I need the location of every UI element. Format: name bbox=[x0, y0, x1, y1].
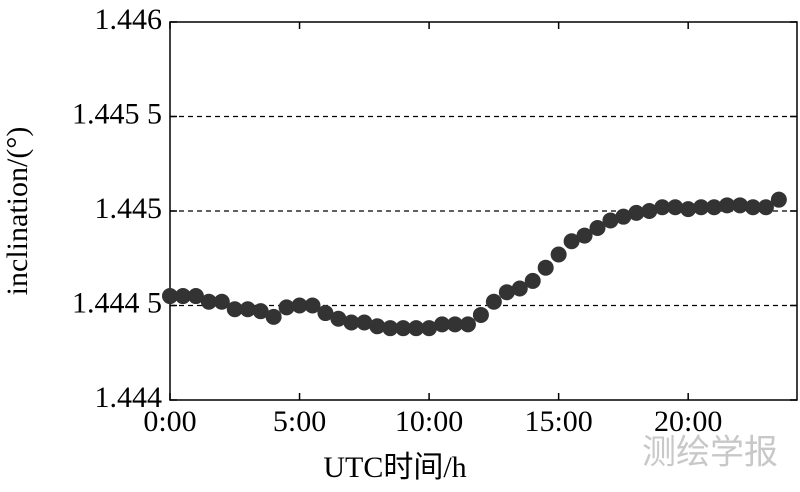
data-point bbox=[278, 299, 295, 316]
data-point bbox=[421, 320, 438, 337]
x-tick-label: 20:00 bbox=[654, 405, 722, 438]
data-point bbox=[356, 314, 373, 331]
plot-frame bbox=[169, 21, 798, 401]
data-point bbox=[563, 233, 580, 250]
x-tick-label: 0:00 bbox=[143, 405, 196, 438]
watermark: 测绘学报 bbox=[642, 433, 778, 473]
data-point bbox=[395, 320, 412, 337]
data-point bbox=[187, 288, 204, 305]
data-point bbox=[757, 199, 774, 216]
data-point bbox=[162, 288, 178, 305]
data-point bbox=[641, 203, 658, 219]
data-point bbox=[291, 297, 308, 314]
data-point bbox=[550, 246, 567, 263]
y-tick-label: 1.445 bbox=[95, 192, 163, 225]
y-tick-label: 1.444 5 bbox=[72, 286, 162, 319]
data-point bbox=[628, 204, 645, 221]
data-point bbox=[770, 191, 787, 208]
data-point bbox=[511, 280, 528, 297]
data-point bbox=[744, 199, 761, 216]
data-point bbox=[200, 293, 217, 310]
data-point bbox=[589, 220, 606, 237]
data-point bbox=[434, 316, 451, 333]
y-tick-label: 1.445 5 bbox=[72, 97, 162, 130]
data-point bbox=[706, 199, 723, 216]
data-point bbox=[602, 212, 619, 229]
x-tick-label: 10:00 bbox=[395, 405, 463, 438]
data-point bbox=[213, 293, 230, 310]
y-axis-label: inclination/(°) bbox=[1, 127, 34, 296]
x-tick-label: 5:00 bbox=[273, 405, 326, 438]
data-point bbox=[408, 320, 425, 337]
data-point bbox=[680, 201, 697, 218]
data-point bbox=[667, 199, 684, 216]
data-point bbox=[239, 301, 256, 318]
data-point bbox=[459, 316, 476, 333]
data-point bbox=[317, 305, 334, 322]
data-point bbox=[576, 227, 593, 244]
y-tick-label: 1.444 bbox=[95, 381, 163, 414]
data-point bbox=[447, 316, 463, 333]
data-point bbox=[226, 301, 243, 318]
data-point bbox=[343, 314, 360, 331]
data-point bbox=[174, 288, 191, 305]
data-point bbox=[498, 284, 515, 301]
data-point bbox=[472, 306, 489, 323]
data-point bbox=[732, 197, 748, 214]
x-axis-label: UTC时间/h bbox=[323, 451, 466, 484]
data-point bbox=[524, 272, 541, 289]
data-point bbox=[304, 297, 321, 314]
data-point bbox=[382, 320, 399, 337]
y-tick-label: 1.446 bbox=[95, 3, 163, 36]
data-point bbox=[615, 208, 632, 225]
data-point bbox=[330, 310, 347, 327]
x-tick-label: 15:00 bbox=[524, 405, 592, 438]
data-point bbox=[537, 259, 554, 276]
data-point bbox=[265, 308, 282, 325]
data-point bbox=[693, 199, 710, 216]
data-point bbox=[654, 199, 671, 216]
data-point bbox=[369, 318, 386, 335]
data-point bbox=[252, 303, 269, 320]
data-point bbox=[719, 197, 736, 214]
data-point bbox=[485, 293, 502, 310]
